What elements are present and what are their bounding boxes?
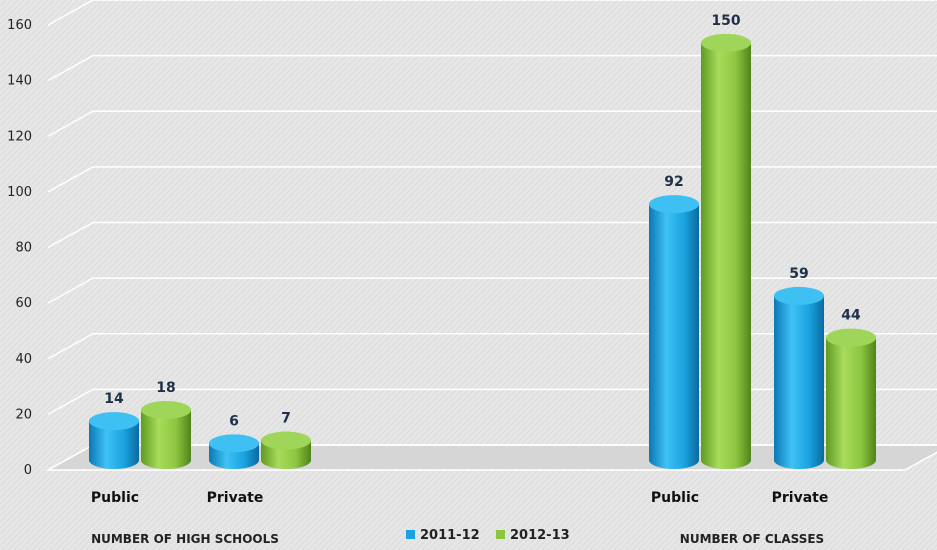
bar-cap (826, 328, 876, 347)
y-tick-label: 100 (7, 185, 32, 200)
gridline (47, 54, 937, 82)
bar-2012-13-public (701, 33, 751, 469)
bar-body (774, 295, 824, 469)
gridline (47, 166, 937, 193)
group-label: NUMBER OF CLASSES (680, 532, 824, 546)
bar-2012-13-public (141, 400, 191, 469)
category-label: Public (91, 490, 139, 506)
bar-2012-13-private (826, 328, 876, 469)
data-label: 59 (789, 266, 808, 282)
bar-2011-12-private (774, 286, 824, 469)
group-labels: NUMBER OF HIGH SCHOOLS NUMBER OF CLASSES (91, 532, 824, 546)
data-label: 92 (664, 174, 683, 190)
y-axis-ticks: 0 20 40 60 80 100 120 140 160 (7, 18, 32, 478)
category-labels: Public Private Public Private (91, 490, 828, 506)
bar-body (826, 337, 876, 469)
y-tick-label: 60 (15, 296, 32, 311)
bar-cap (701, 33, 751, 52)
bar-body (141, 409, 191, 469)
bar-cap (261, 431, 311, 450)
y-tick-label: 160 (7, 18, 32, 33)
legend-swatch (406, 530, 415, 539)
bar-cap (141, 400, 191, 419)
bar-cap (89, 412, 139, 431)
legend-label: 2011-12 (420, 528, 480, 543)
gridline (47, 0, 937, 26)
y-tick-label: 140 (7, 74, 32, 89)
gridline (47, 110, 937, 137)
legend-swatch (496, 530, 505, 539)
bars (89, 33, 876, 469)
group-label: NUMBER OF HIGH SCHOOLS (91, 532, 279, 546)
data-label: 7 (281, 411, 291, 427)
bar-2011-12-private (209, 434, 259, 469)
bar-2011-12-public (89, 412, 139, 469)
category-label: Public (651, 490, 699, 506)
data-label: 14 (104, 391, 124, 407)
legend-label: 2012-13 (510, 528, 570, 543)
y-tick-label: 80 (15, 241, 32, 256)
bar-body (649, 204, 699, 469)
legend: 2011-12 2012-13 (406, 528, 570, 543)
data-label: 18 (156, 380, 175, 396)
data-label: 6 (229, 413, 239, 429)
bar-2011-12-public (649, 195, 699, 469)
legend-item: 2011-12 (406, 528, 480, 543)
bar-2012-13-private (261, 431, 311, 469)
y-tick-label: 40 (15, 352, 32, 367)
category-label: Private (772, 490, 829, 506)
data-labels: 14 18 6 7 92 150 59 44 (104, 13, 861, 430)
data-label: 44 (841, 308, 861, 324)
legend-item: 2012-13 (496, 528, 570, 543)
y-tick-label: 20 (15, 407, 32, 422)
category-label: Private (207, 490, 264, 506)
bar-cap (774, 286, 824, 305)
y-tick-label: 120 (7, 129, 32, 144)
bar-cap (209, 434, 259, 453)
bar-cap (649, 195, 699, 214)
bar-body (89, 421, 139, 469)
data-label: 150 (711, 13, 740, 29)
bar-body (701, 42, 751, 469)
y-tick-label: 0 (24, 463, 32, 478)
